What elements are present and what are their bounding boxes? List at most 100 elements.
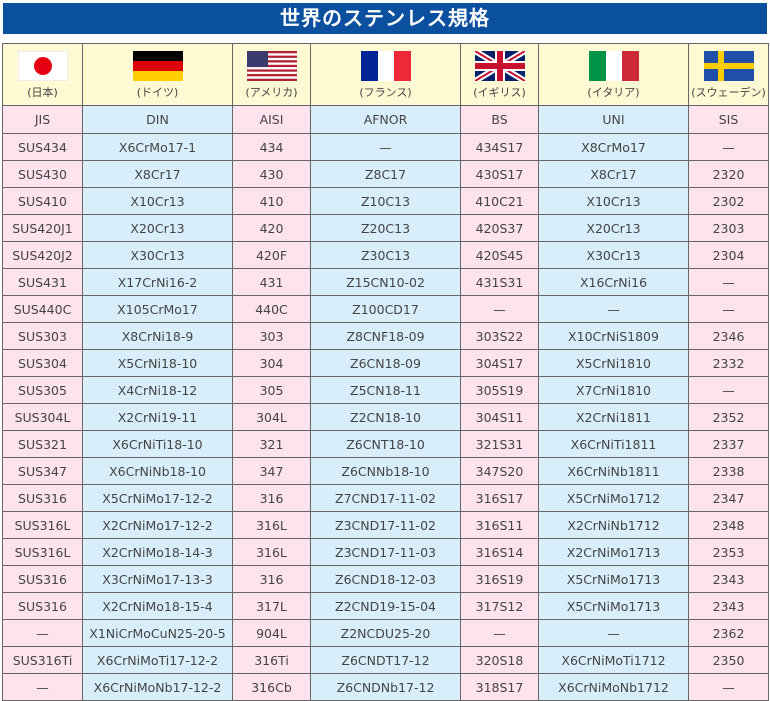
cell-sis: 2338 bbox=[688, 457, 769, 485]
cell-bs: 321S31 bbox=[460, 430, 539, 458]
cell-uni: X10Cr13 bbox=[538, 187, 689, 215]
cell-afnor: — bbox=[310, 133, 461, 161]
cell-din: X20Cr13 bbox=[82, 214, 233, 242]
standard-bs: BS bbox=[460, 105, 539, 134]
cell-sis: — bbox=[688, 295, 769, 323]
flag-row: (日本) (ドイツ) (アメリカ) (フランス) (イギリス) (イタリア) bbox=[2, 43, 769, 106]
cell-aisi: 434 bbox=[232, 133, 311, 161]
cell-jis: SUS434 bbox=[2, 133, 83, 161]
cell-afnor: Z3CND17-11-02 bbox=[310, 511, 461, 539]
table-row: SUS431 X17CrNi16-2 431 Z15CN10-02 431S31 X16C… bbox=[2, 268, 769, 296]
cell-aisi: 305 bbox=[232, 376, 311, 404]
cell-uni: X6CrNiTi1811 bbox=[538, 430, 689, 458]
table-row: SUS420J1 X20Cr13 420 Z20C13 420S37 X20Cr13 230… bbox=[2, 214, 769, 242]
standard-uni: UNI bbox=[538, 105, 689, 134]
cell-sis: 2332 bbox=[688, 349, 769, 377]
standard-aisi: AISI bbox=[232, 105, 311, 134]
cell-jis: SUS420J1 bbox=[2, 214, 83, 242]
cell-sis: 2320 bbox=[688, 160, 769, 188]
cell-aisi: 316 bbox=[232, 565, 311, 593]
table-row: — X1NiCrMoCuN25-20-5 904L Z2NCDU25-20— —2362 bbox=[2, 619, 769, 647]
cell-uni: — bbox=[538, 619, 689, 647]
cell-jis: SUS420J2 bbox=[2, 241, 83, 269]
cell-bs: 430S17 bbox=[460, 160, 539, 188]
cell-aisi: 316L bbox=[232, 511, 311, 539]
usa-flag-icon bbox=[246, 51, 297, 81]
cell-jis: SUS305 bbox=[2, 376, 83, 404]
cell-bs: 317S12 bbox=[460, 592, 539, 620]
cell-afnor: Z2NCDU25-20 bbox=[310, 619, 461, 647]
cell-din: X8CrNi18-9 bbox=[82, 322, 233, 350]
cell-uni: X30Cr13 bbox=[538, 241, 689, 269]
cell-uni: X2CrNi1811 bbox=[538, 403, 689, 431]
table-row: SUS316L X2CrNiMo18-14-3 316L Z3CND17-11-03 3… bbox=[2, 538, 769, 566]
cell-aisi: 420F bbox=[232, 241, 311, 269]
cell-bs: 305S19 bbox=[460, 376, 539, 404]
cell-afnor: Z5CN18-11 bbox=[310, 376, 461, 404]
cell-afnor: Z8C17 bbox=[310, 160, 461, 188]
cell-din: X6CrNiMoTi17-12-2 bbox=[82, 646, 233, 674]
table-row: SUS304 X5CrNi18-10 304 Z6CN18-09 304S17 X5CrN… bbox=[2, 349, 769, 377]
cell-uni: X5CrNiMo1713 bbox=[538, 565, 689, 593]
cell-jis: SUS321 bbox=[2, 430, 83, 458]
cell-sis: — bbox=[688, 376, 769, 404]
table-row: SUS303 X8CrNi18-9 303 Z8CNF18-09 303S22 X10Cr… bbox=[2, 322, 769, 350]
cell-bs: 303S22 bbox=[460, 322, 539, 350]
cell-jis: SUS316Ti bbox=[2, 646, 83, 674]
standard-sis: SIS bbox=[688, 105, 769, 134]
cell-uni: X6CrNiMoNb1712 bbox=[538, 673, 689, 701]
country-cell-italy: (イタリア) bbox=[538, 43, 689, 106]
country-name: (フランス) bbox=[359, 86, 412, 99]
cell-aisi: 440C bbox=[232, 295, 311, 323]
cell-jis: SUS316L bbox=[2, 511, 83, 539]
cell-sis: 2362 bbox=[688, 619, 769, 647]
cell-din: X17CrNi16-2 bbox=[82, 268, 233, 296]
cell-uni: X6CrNiNb1811 bbox=[538, 457, 689, 485]
cell-jis: SUS316 bbox=[2, 484, 83, 512]
cell-aisi: 304 bbox=[232, 349, 311, 377]
table-row: SUS304L X2CrNi19-11 304L Z2CN18-10 304S11 X2C… bbox=[2, 403, 769, 431]
cell-afnor: Z10C13 bbox=[310, 187, 461, 215]
cell-aisi: 316L bbox=[232, 538, 311, 566]
cell-din: X6CrNiMoNb17-12-2 bbox=[82, 673, 233, 701]
page-title: 世界のステンレス規格 bbox=[3, 3, 767, 34]
cell-din: X8Cr17 bbox=[82, 160, 233, 188]
standard-din: DIN bbox=[82, 105, 233, 134]
country-name: (ドイツ) bbox=[136, 86, 179, 99]
cell-aisi: 316Cb bbox=[232, 673, 311, 701]
cell-sis: 2304 bbox=[688, 241, 769, 269]
stainless-standards-table: (日本) (ドイツ) (アメリカ) (フランス) (イギリス) (イタリア) bbox=[2, 43, 769, 701]
cell-sis: — bbox=[688, 673, 769, 701]
cell-uni: X8Cr17 bbox=[538, 160, 689, 188]
cell-sis: 2343 bbox=[688, 592, 769, 620]
country-cell-france: (フランス) bbox=[310, 43, 461, 106]
cell-jis: SUS316 bbox=[2, 565, 83, 593]
cell-din: X5CrNi18-10 bbox=[82, 349, 233, 377]
cell-bs: 316S17 bbox=[460, 484, 539, 512]
cell-afnor: Z7CND17-11-02 bbox=[310, 484, 461, 512]
cell-bs: — bbox=[460, 619, 539, 647]
cell-uni: — bbox=[538, 295, 689, 323]
cell-aisi: 431 bbox=[232, 268, 311, 296]
cell-bs: 420S37 bbox=[460, 214, 539, 242]
cell-sis: 2352 bbox=[688, 403, 769, 431]
cell-uni: X2CrNiNb1712 bbox=[538, 511, 689, 539]
cell-din: X4CrNi18-12 bbox=[82, 376, 233, 404]
cell-bs: 410C21 bbox=[460, 187, 539, 215]
cell-bs: 434S17 bbox=[460, 133, 539, 161]
cell-sis: — bbox=[688, 133, 769, 161]
cell-uni: X10CrNiS1809 bbox=[538, 322, 689, 350]
cell-sis: 2337 bbox=[688, 430, 769, 458]
cell-bs: 316S11 bbox=[460, 511, 539, 539]
country-name: (アメリカ) bbox=[245, 86, 298, 99]
cell-aisi: 317L bbox=[232, 592, 311, 620]
country-cell-usa: (アメリカ) bbox=[232, 43, 311, 106]
cell-sis: 2353 bbox=[688, 538, 769, 566]
cell-jis: SUS316L bbox=[2, 538, 83, 566]
cell-aisi: 316 bbox=[232, 484, 311, 512]
table-row: SUS316 X2CrNiMo18-15-4 317L Z2CND19-15-04 31… bbox=[2, 592, 769, 620]
germany-flag-icon bbox=[132, 51, 183, 81]
country-cell-japan: (日本) bbox=[2, 43, 83, 106]
cell-din: X10Cr13 bbox=[82, 187, 233, 215]
cell-din: X6CrNiNb18-10 bbox=[82, 457, 233, 485]
